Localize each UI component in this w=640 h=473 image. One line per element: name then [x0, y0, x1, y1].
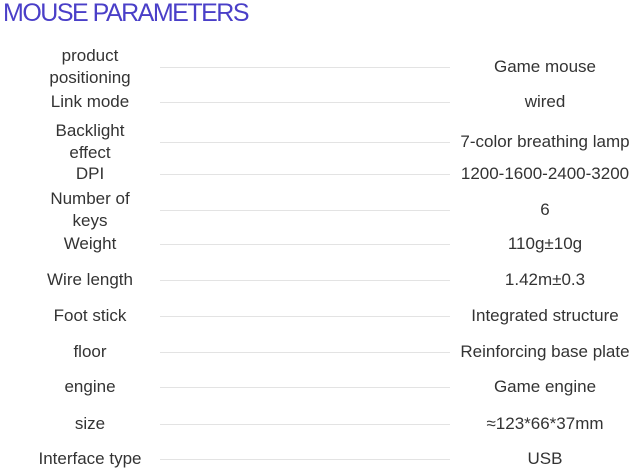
spec-label: Wire length	[47, 270, 133, 289]
spec-value: ≈123*66*37mm	[486, 414, 604, 433]
spec-label: size	[74, 414, 106, 433]
divider	[160, 142, 450, 143]
spec-label: product positioning	[49, 46, 131, 87]
spec-value: Game engine	[493, 377, 597, 396]
divider	[160, 316, 450, 317]
page-title: MOUSE PARAMETERS	[3, 0, 250, 27]
spec-label: Link mode	[50, 92, 130, 111]
spec-label: Foot stick	[53, 306, 127, 325]
spec-value: Game mouse	[493, 57, 597, 76]
divider	[160, 210, 450, 211]
divider	[160, 459, 450, 460]
divider	[160, 424, 450, 425]
spec-label: Interface type	[38, 449, 142, 468]
spec-value: Reinforcing base plate	[460, 342, 630, 361]
divider	[160, 352, 450, 353]
spec-value: 6	[540, 200, 550, 219]
spec-label: floor	[73, 342, 107, 361]
spec-value: USB	[527, 449, 563, 468]
spec-value: 110g±10g	[507, 234, 583, 253]
spec-label: DPI	[75, 164, 105, 183]
spec-label: Backlight effect	[55, 121, 125, 162]
spec-label: engine	[64, 377, 116, 396]
spec-value: wired	[524, 92, 566, 111]
spec-label: Number of keys	[50, 189, 130, 230]
spec-label: Weight	[63, 234, 117, 253]
spec-value: 1200-1600-2400-3200	[460, 164, 630, 183]
divider	[160, 174, 450, 175]
divider	[160, 387, 450, 388]
divider	[160, 102, 450, 103]
divider	[160, 67, 450, 68]
divider	[160, 280, 450, 281]
spec-value: 7-color breathing lamp	[460, 132, 630, 151]
spec-value: Integrated structure	[471, 306, 619, 325]
divider	[160, 244, 450, 245]
spec-value: 1.42m±0.3	[504, 270, 586, 289]
